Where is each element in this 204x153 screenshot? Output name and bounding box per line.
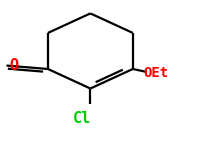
Text: O: O — [9, 58, 18, 73]
Text: OEt: OEt — [142, 67, 167, 80]
Text: Cl: Cl — [73, 111, 91, 126]
